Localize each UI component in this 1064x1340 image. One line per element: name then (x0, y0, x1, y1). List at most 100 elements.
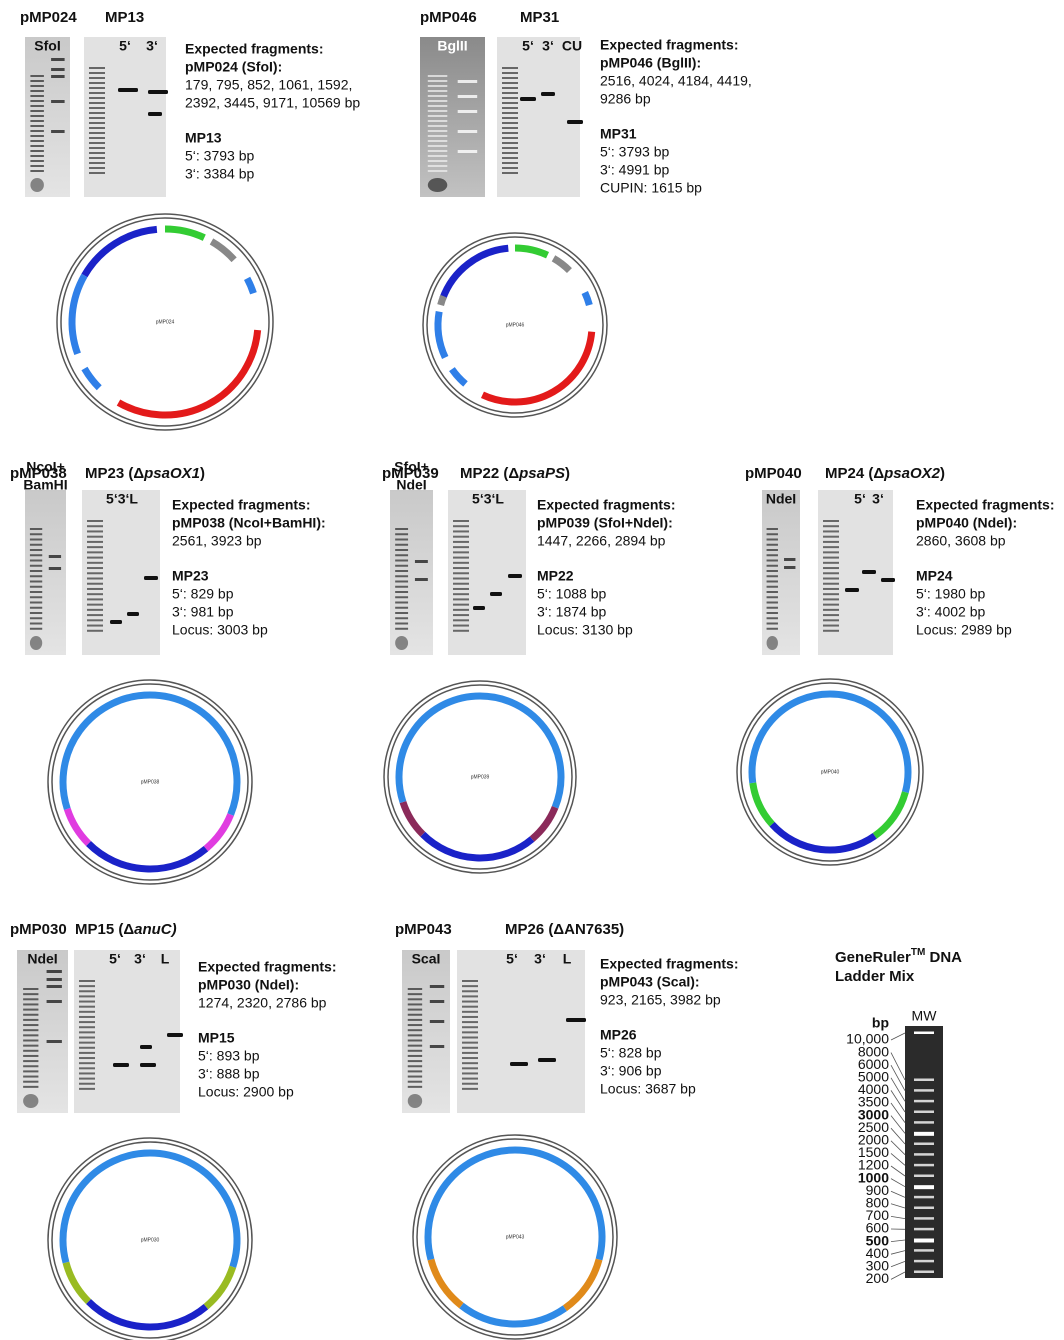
strain-title-part: MP15 (Δ (75, 921, 134, 938)
digest-band (415, 578, 428, 581)
ladder-band (87, 614, 103, 616)
ladder-band (408, 1029, 422, 1031)
digest-band (47, 1040, 62, 1043)
strain-title: MP26 (ΔAN7635) (505, 921, 624, 938)
ladder-band (79, 985, 95, 987)
digest-heading: pMP039 (SfoI+NdeI): (537, 515, 673, 531)
ladder-band (823, 625, 839, 627)
ladder-band (408, 1019, 422, 1021)
ladder-band (914, 1089, 934, 1092)
ladder-band (30, 539, 42, 541)
digest-label: ScaI (412, 951, 441, 967)
map-feature (84, 229, 156, 275)
ladder-band (395, 575, 408, 577)
ladder-band (395, 528, 408, 530)
ladder-band (767, 533, 778, 535)
ladder-band (79, 1037, 95, 1039)
digest-label: SfoI+ (394, 459, 429, 475)
ladder-band (428, 160, 448, 162)
ladder-band (87, 562, 103, 564)
digest-band (51, 130, 65, 133)
digest-band (430, 1045, 444, 1048)
ladder-band (462, 1047, 478, 1049)
digest-label: BglII (437, 38, 467, 54)
ladder-band (89, 132, 105, 134)
ladder-band (823, 557, 839, 559)
strain-title: MP24 (ΔpsaOX2) (825, 465, 945, 482)
ladder-band (23, 988, 38, 990)
strain-title-part: anuC) (134, 921, 177, 938)
ladder-band (79, 1057, 95, 1059)
ladder-band (914, 1196, 934, 1199)
lane-label: 5‘ (522, 38, 534, 54)
ladder-band (30, 135, 44, 137)
map-name: pMP030 (141, 1237, 160, 1243)
strain-title-part: ) (200, 465, 205, 482)
digest-heading: pMP038 (NcoI+BamHI): (172, 515, 326, 531)
strain-title-part: MP23 (Δ (85, 465, 144, 482)
ladder-band (462, 1088, 478, 1090)
map-feature (438, 312, 445, 358)
ladder-connector (891, 1179, 905, 1187)
ladder-band (79, 1047, 95, 1049)
ladder-band (823, 541, 839, 543)
digest-label: NdeI (766, 491, 796, 507)
ladder-connector (891, 1261, 905, 1266)
digest-sizes: 2561, 3923 bp (172, 533, 262, 549)
ladder-band (79, 995, 95, 997)
strain-sizes: Locus: 2900 bp (198, 1084, 294, 1100)
ladder-connector (891, 1053, 905, 1080)
ladder-band (79, 1078, 95, 1080)
ladder-band (89, 142, 105, 144)
ladder-band (30, 586, 42, 588)
ladder-band (87, 598, 103, 600)
ladder-band (502, 127, 518, 129)
ladder-band (502, 97, 518, 99)
ladder-band (767, 575, 778, 577)
map-name: pMP039 (471, 774, 490, 780)
ladder-band (767, 612, 778, 614)
digest-sizes: 923, 2165, 3982 bp (600, 992, 721, 1008)
ladder-band (87, 609, 103, 611)
sample-band (862, 570, 876, 574)
sample-band (845, 588, 859, 592)
ladder-band (30, 110, 44, 112)
map-feature (423, 834, 532, 858)
gel (17, 950, 68, 1113)
ladder-band (767, 570, 778, 572)
ladder-band (453, 619, 469, 621)
ladder-band (87, 551, 103, 553)
digest-band (51, 75, 65, 78)
ladder-band (462, 1067, 478, 1069)
ladder-band (767, 591, 778, 593)
ladder-band (408, 1086, 422, 1088)
ladder-band (23, 1029, 38, 1031)
map-feature (515, 248, 548, 255)
ladder-band (23, 1045, 38, 1047)
ladder-band (408, 993, 422, 995)
strain-heading: MP26 (600, 1027, 637, 1043)
ladder-band (823, 567, 839, 569)
ladder-band (462, 1011, 478, 1013)
ladder-band (395, 539, 408, 541)
plasmid-title: pMP024 (20, 9, 77, 26)
fragments-heading: Expected fragments: (185, 41, 323, 57)
ladder-band (23, 1086, 38, 1088)
strain-title-part: MP31 (520, 9, 559, 26)
ladder-band (453, 557, 469, 559)
ladder-band (79, 1006, 95, 1008)
ladder-connector (891, 1216, 905, 1218)
ladder-band (408, 1009, 422, 1011)
ladder-band (453, 625, 469, 627)
gel (390, 490, 433, 655)
ladder-band (89, 77, 105, 79)
ladder-band (428, 110, 448, 112)
strain-title-part: ) (565, 465, 570, 482)
ladder-band (89, 107, 105, 109)
ladder-band (453, 572, 469, 574)
ladder-band (914, 1239, 934, 1243)
map-feature (830, 694, 908, 792)
fragments-heading: Expected fragments: (600, 956, 738, 972)
map-name: pMP043 (506, 1234, 525, 1240)
ladder-band (30, 165, 44, 167)
